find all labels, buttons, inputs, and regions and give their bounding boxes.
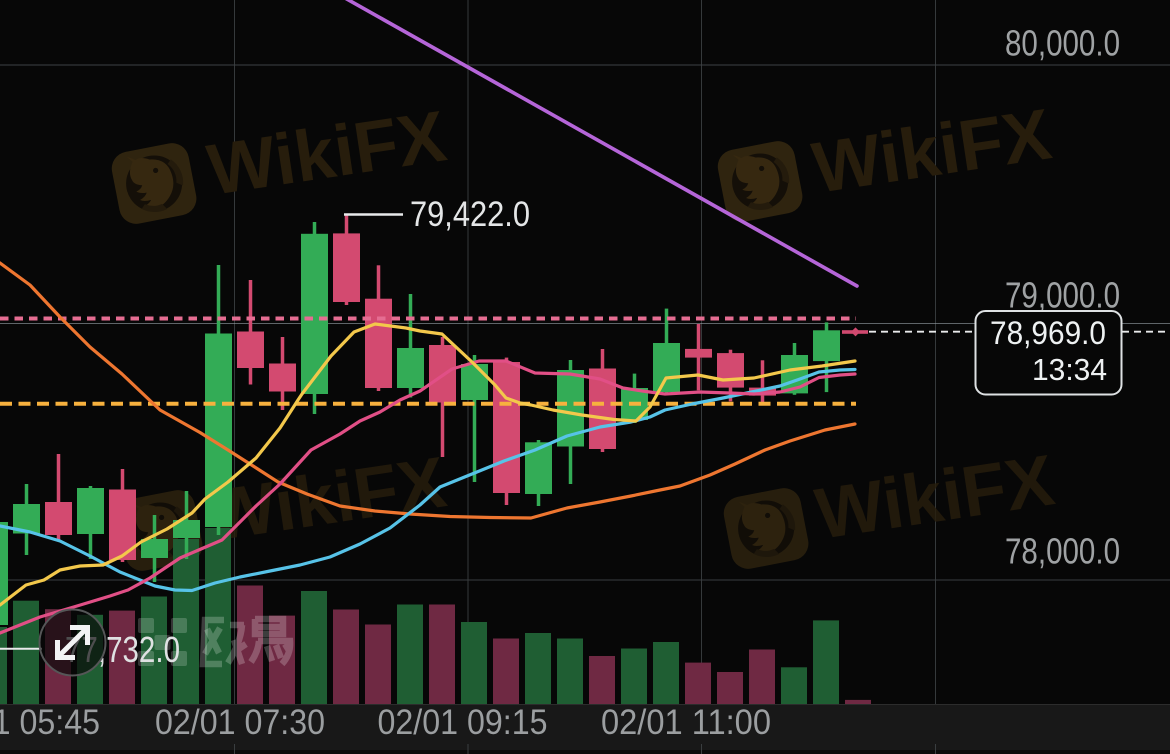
- svg-text:13:34: 13:34: [1032, 352, 1107, 387]
- svg-text:78,969.0: 78,969.0: [990, 315, 1106, 351]
- svg-text:WikiFX: WikiFX: [203, 96, 452, 211]
- svg-text:80,000.0: 80,000.0: [1005, 23, 1120, 64]
- svg-text:78,000.0: 78,000.0: [1005, 531, 1120, 572]
- svg-text:02/01 09:15: 02/01 09:15: [378, 703, 548, 742]
- svg-text:02/01 05:45: 02/01 05:45: [0, 703, 100, 742]
- svg-text:79,000.0: 79,000.0: [1005, 275, 1120, 316]
- svg-text:79,422.0: 79,422.0: [410, 195, 530, 234]
- svg-text:WikiFX: WikiFX: [808, 94, 1057, 209]
- svg-text:02/01 07:30: 02/01 07:30: [155, 703, 325, 742]
- svg-text:02/01 11:00: 02/01 11:00: [601, 703, 771, 742]
